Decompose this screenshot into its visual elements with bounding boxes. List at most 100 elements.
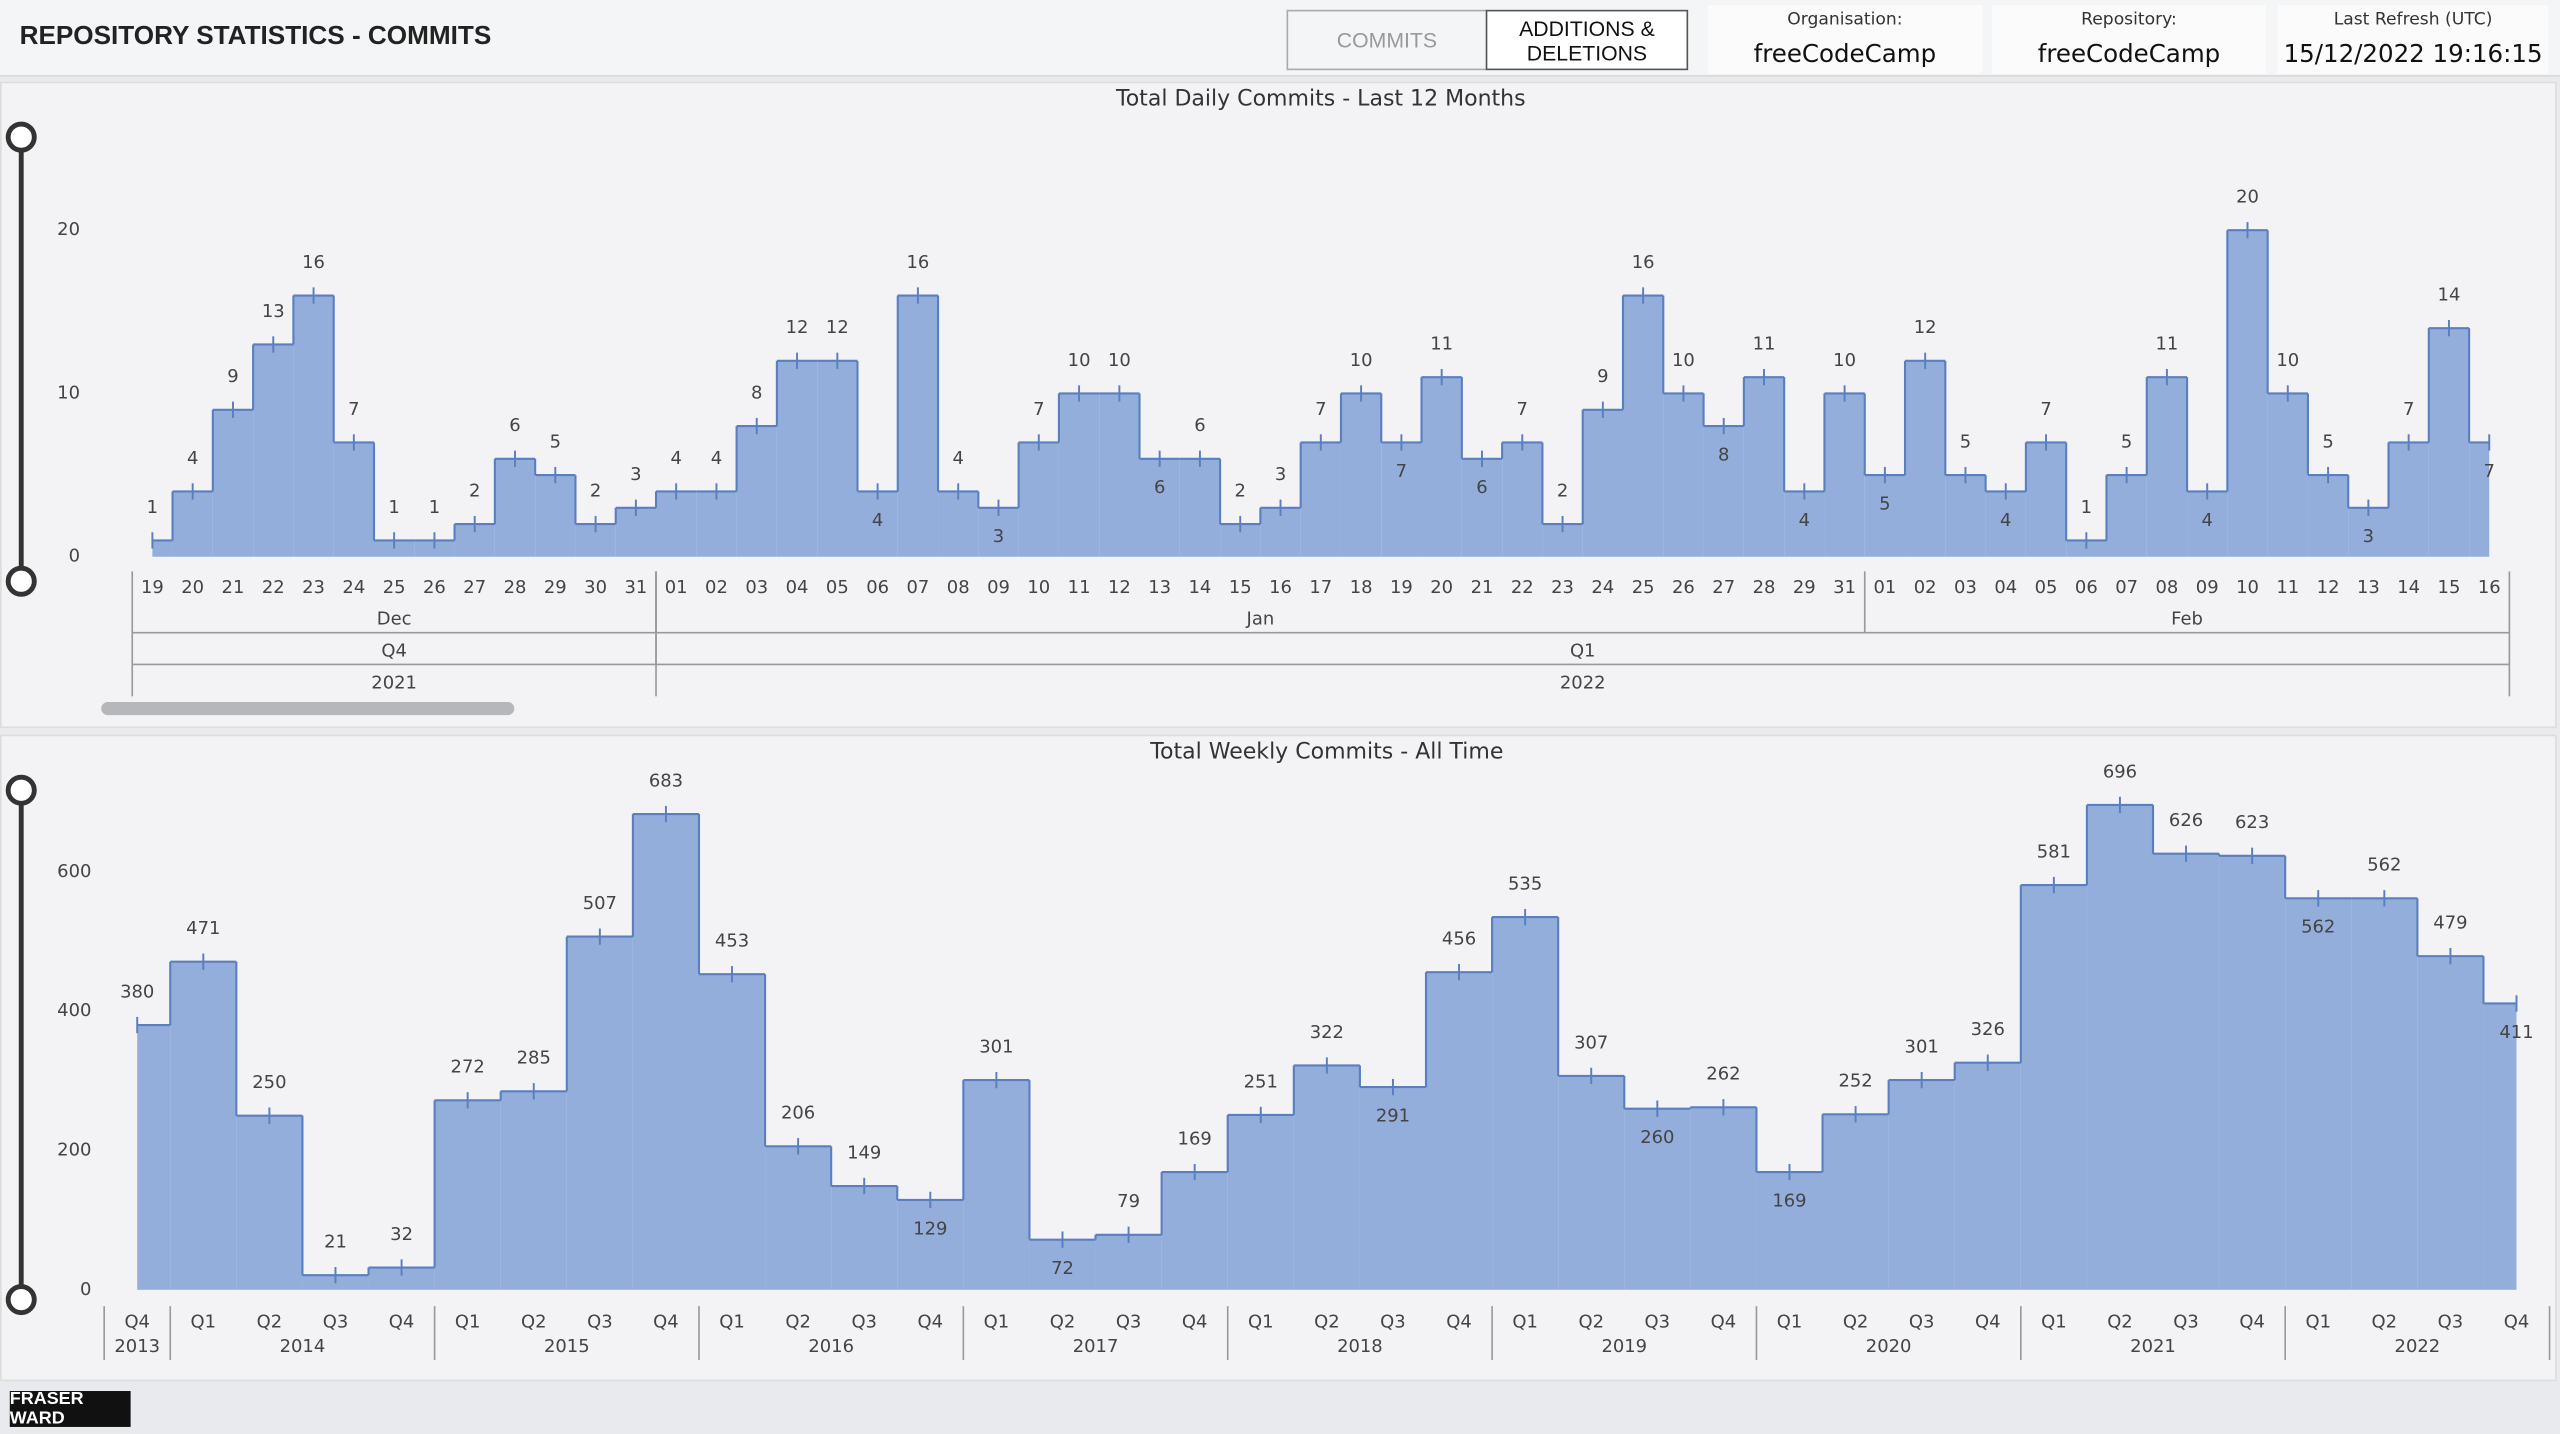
y-tick-label: 10: [57, 382, 80, 403]
step-area: [2267, 393, 2308, 557]
step-area: [333, 442, 374, 557]
step-area: [1161, 1172, 1228, 1290]
data-label: 10: [2276, 350, 2299, 371]
data-label: 626: [2169, 810, 2203, 831]
step-area: [1756, 1172, 1823, 1290]
x-tick-label: Q4: [1975, 1311, 2001, 1332]
data-label: 149: [847, 1142, 881, 1163]
step-area: [1359, 1087, 1426, 1290]
data-label: 3: [993, 526, 1004, 547]
step-area: [152, 540, 173, 557]
data-label: 5: [2121, 431, 2132, 452]
data-label: 32: [390, 1224, 413, 1245]
x-tick-label: 18: [1350, 577, 1373, 598]
logo: FRASER WARD: [9, 1389, 131, 1429]
data-label: 10: [1833, 350, 1856, 371]
data-label: 12: [1914, 317, 1937, 338]
x-tick-label: Q1: [719, 1311, 745, 1332]
x-tick-label: Q1: [984, 1311, 1010, 1332]
slider[interactable]: [5, 121, 37, 597]
slider[interactable]: [5, 774, 37, 1316]
data-label: 12: [826, 317, 849, 338]
x-tick-label: 15: [2438, 577, 2461, 598]
data-label: 252: [1838, 1071, 1872, 1092]
step-area: [1784, 491, 1825, 557]
data-label: 11: [1753, 333, 1776, 354]
y-tick-label: 20: [57, 219, 80, 240]
x-tick-label: Q1: [2041, 1311, 2067, 1332]
step-area: [831, 1186, 898, 1290]
x-group-label: 2022: [1560, 672, 1606, 693]
data-label: 8: [751, 382, 762, 403]
step-area: [2483, 1003, 2517, 1290]
step-area: [2307, 475, 2349, 557]
data-label: 169: [1178, 1128, 1212, 1149]
step-area: [1864, 475, 1906, 557]
step-area: [765, 1146, 832, 1290]
data-label: 471: [186, 918, 220, 939]
step-area: [434, 1100, 501, 1290]
data-label: 4: [2201, 510, 2212, 531]
data-label: 206: [781, 1103, 815, 1124]
x-tick-label: Q2: [521, 1311, 547, 1332]
card-value: freeCodeCamp: [2037, 39, 2221, 69]
x-group-label: 2013: [114, 1336, 160, 1357]
x-tick-label: Q2: [257, 1311, 283, 1332]
data-label: 2: [1235, 480, 1246, 501]
x-tick-label: 25: [383, 577, 406, 598]
step-area: [698, 974, 766, 1290]
x-tick-label: 26: [1672, 577, 1695, 598]
x-tick-label: Q3: [2438, 1311, 2464, 1332]
card-label: Repository:: [2081, 9, 2177, 30]
data-label: 129: [913, 1218, 947, 1239]
tab-button[interactable]: ADDITIONS & DELETIONS: [1485, 9, 1689, 71]
x-tick-label: 23: [302, 577, 325, 598]
step-area: [253, 344, 294, 557]
step-area: [897, 295, 939, 557]
data-label: 2: [469, 480, 480, 501]
data-label: 6: [1194, 415, 1205, 436]
step-area: [1095, 1234, 1162, 1290]
data-label: 8: [1718, 445, 1729, 466]
x-tick-label: Q1: [1512, 1311, 1538, 1332]
x-group-label: 2017: [1073, 1336, 1119, 1357]
x-group-label: Feb: [2171, 609, 2203, 630]
step-area: [1824, 393, 1865, 557]
x-tick-label: 03: [745, 577, 768, 598]
data-label: 9: [1597, 366, 1608, 387]
x-tick-label: 15: [1229, 577, 1252, 598]
step-area: [2351, 898, 2418, 1290]
x-tick-label: 03: [1954, 577, 1977, 598]
data-label: 456: [1442, 928, 1476, 949]
data-label: 5: [1879, 493, 1890, 514]
step-area: [1139, 458, 1180, 557]
x-tick-label: Q2: [785, 1311, 811, 1332]
data-label: 6: [1154, 477, 1165, 498]
x-tick-label: 04: [786, 577, 809, 598]
step-area: [1340, 393, 1382, 557]
x-tick-label: 14: [1189, 577, 1212, 598]
x-group-label: Q4: [381, 640, 407, 661]
step-area: [776, 360, 818, 557]
data-label: 14: [2438, 285, 2461, 306]
scrollbar[interactable]: [101, 702, 515, 716]
x-tick-label: Q1: [455, 1311, 481, 1332]
tab-button[interactable]: COMMITS: [1286, 9, 1488, 71]
data-label: 260: [1640, 1127, 1674, 1148]
step-area: [1227, 1114, 1294, 1290]
x-group-label: Jan: [1246, 609, 1275, 630]
x-tick-label: 19: [1390, 577, 1413, 598]
x-tick-label: Q3: [1116, 1311, 1142, 1332]
data-label: 11: [1430, 333, 1453, 354]
data-label: 7: [1033, 399, 1044, 420]
x-tick-label: 05: [2035, 577, 2058, 598]
x-tick-label: 13: [2357, 577, 2380, 598]
x-tick-label: 26: [423, 577, 446, 598]
step-area: [656, 491, 697, 557]
step-area: [2428, 328, 2470, 557]
step-area: [938, 491, 979, 557]
step-area: [1743, 377, 1785, 557]
x-group-label: Dec: [377, 609, 412, 630]
step-area: [1421, 377, 1462, 557]
